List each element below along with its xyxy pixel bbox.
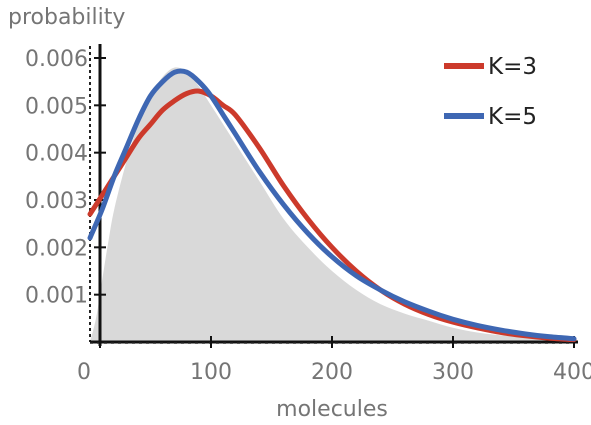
y-tick-label: 0.001 [25, 284, 88, 309]
y-tick-label: 0.002 [25, 236, 88, 261]
series-layer [87, 68, 577, 343]
y-tick-label: 0.003 [25, 189, 88, 214]
y-axis-title: probability [8, 5, 125, 30]
x-tick-label: 300 [432, 360, 474, 385]
y-tick-label: 0.006 [25, 47, 88, 72]
legend-label: K=5 [488, 104, 537, 130]
x-tick-label: 400 [553, 360, 591, 385]
x-tick-label: 200 [311, 360, 353, 385]
x-axis-title: molecules [276, 397, 388, 422]
legend: K=3 K=5 [444, 54, 537, 130]
y-tick-label: 0.004 [25, 142, 88, 167]
x-tick-label: 100 [190, 360, 232, 385]
x-tick-label: 0 [77, 360, 91, 385]
histogram-layer [90, 67, 574, 342]
legend-label: K=3 [488, 54, 537, 80]
histogram-area [90, 67, 574, 342]
y-tick-label: 0.005 [25, 94, 88, 119]
ticks: 0.001 0.002 0.003 0.004 0.005 0.006 0 100 200 300… [25, 47, 591, 385]
series-line-k-5 [87, 68, 577, 342]
